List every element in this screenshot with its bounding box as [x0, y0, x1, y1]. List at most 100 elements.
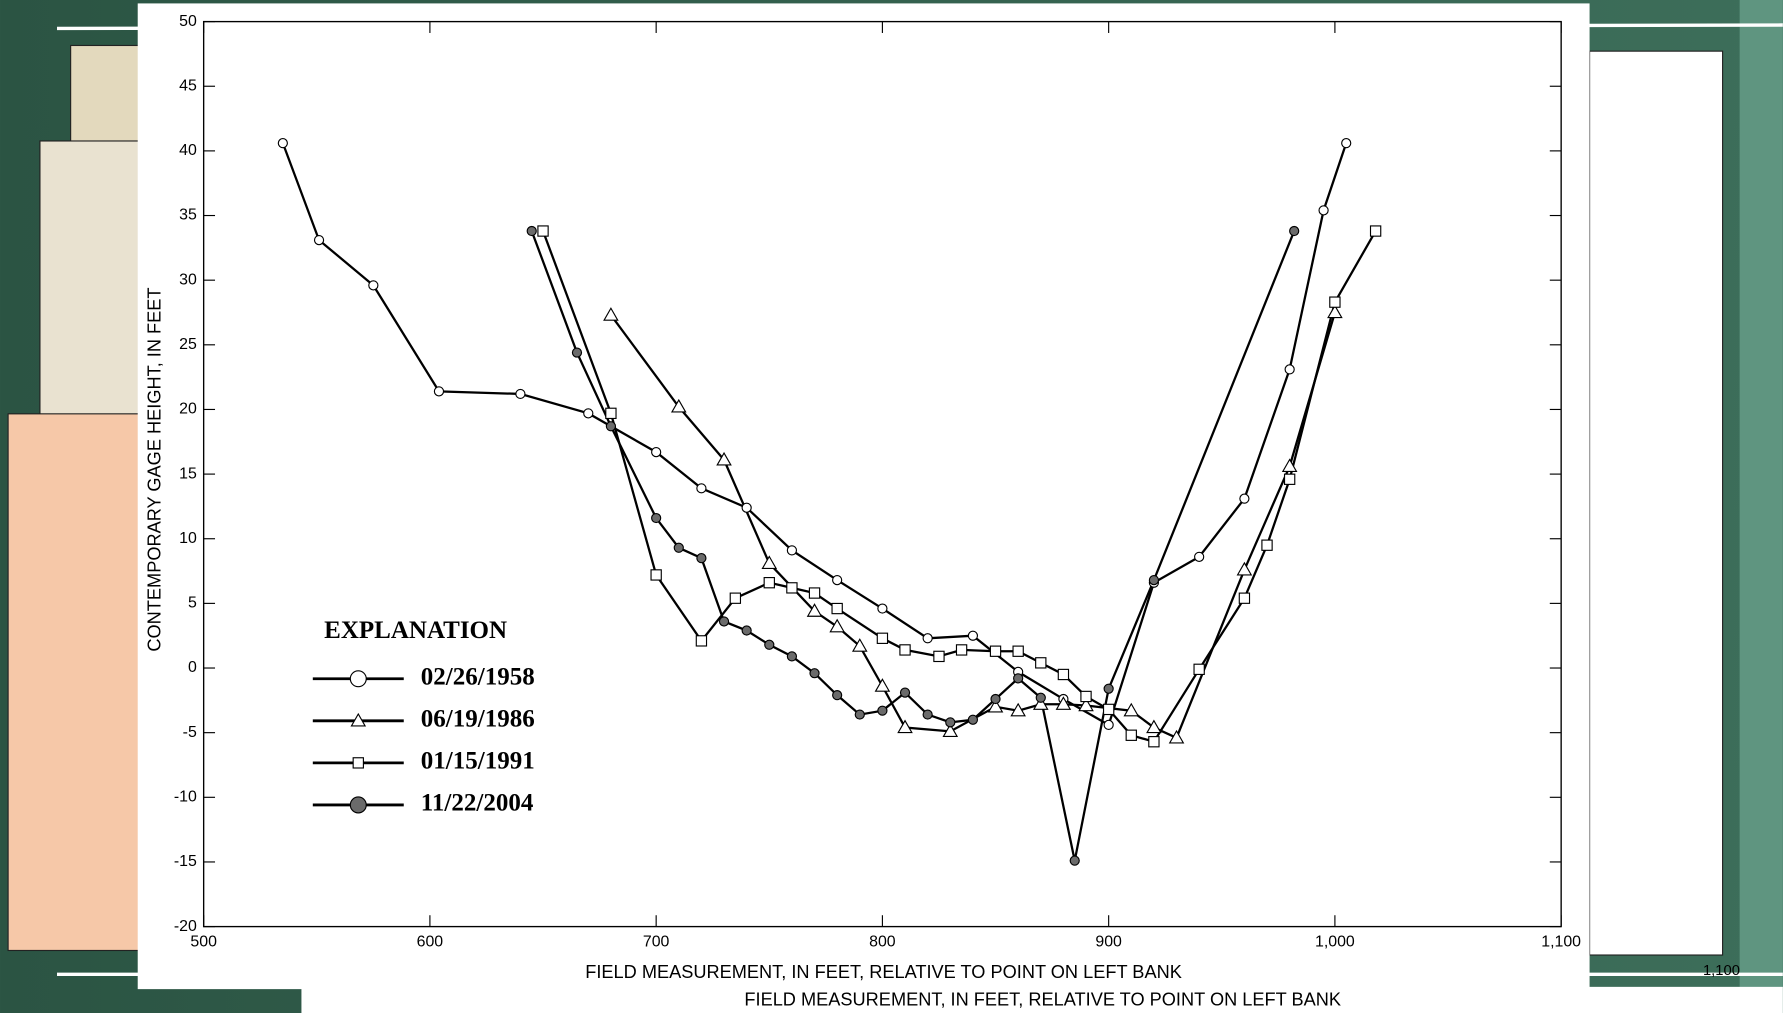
marker — [1193, 663, 1205, 676]
marker — [696, 553, 707, 564]
marker — [650, 569, 662, 581]
marker — [537, 225, 549, 237]
marker — [763, 577, 775, 589]
marker — [1146, 719, 1162, 734]
marker — [933, 650, 945, 663]
marker — [987, 698, 1004, 713]
marker — [1032, 696, 1049, 710]
marker — [1369, 225, 1382, 237]
marker — [786, 582, 798, 594]
legend-label: 02/26/1958 — [421, 663, 535, 690]
marker — [1057, 668, 1070, 681]
y-axis-label: CONTEMPORARY GAGE HEIGHT, IN FEET — [145, 287, 165, 651]
marker — [1168, 729, 1185, 744]
marker — [897, 719, 913, 734]
marker — [808, 587, 821, 599]
marker — [1102, 703, 1115, 716]
y-tick-label: 10 — [179, 530, 197, 547]
marker — [670, 398, 687, 413]
background-right — [1739, 0, 1783, 1013]
marker — [1318, 205, 1329, 216]
marker — [851, 638, 868, 652]
legend-label: 01/15/1991 — [421, 748, 535, 775]
marker — [809, 668, 820, 679]
x-tick-label: 700 — [643, 934, 670, 951]
marker — [1012, 645, 1024, 657]
marker — [716, 451, 732, 466]
y-tick-label: 50 — [179, 13, 197, 30]
marker — [515, 388, 526, 400]
marker — [1283, 473, 1296, 485]
document-thumb — [7, 413, 151, 952]
marker — [1013, 673, 1024, 684]
marker — [786, 545, 798, 556]
x-axis-label: FIELD MEASUREMENT, IN FEET, RELATIVE TO … — [585, 962, 1182, 982]
y-tick-label: 0 — [188, 659, 197, 676]
document-thumb — [70, 44, 151, 149]
marker — [729, 592, 742, 604]
marker — [673, 542, 684, 553]
marker — [1078, 697, 1094, 712]
marker — [806, 603, 823, 617]
marker — [1261, 539, 1273, 551]
y-tick-label: -15 — [174, 853, 197, 870]
marker — [876, 632, 889, 644]
background-strip — [301, 986, 1783, 1013]
marker — [989, 645, 1002, 657]
marker — [899, 687, 911, 698]
x-tick-label: 800 — [869, 934, 896, 951]
marker — [761, 555, 778, 569]
marker — [1289, 225, 1300, 237]
y-tick-label: -10 — [174, 789, 197, 806]
marker — [854, 709, 865, 720]
marker — [922, 633, 933, 644]
marker — [1055, 696, 1072, 710]
marker — [829, 618, 845, 633]
x-tick-label: 1,000 — [1315, 934, 1355, 951]
marker — [1284, 364, 1295, 375]
marker — [945, 717, 956, 728]
marker — [877, 603, 888, 614]
marker — [1236, 561, 1253, 576]
y-tick-label: 15 — [179, 465, 197, 482]
marker — [603, 307, 619, 321]
marker — [1238, 592, 1251, 604]
y-tick-label: -5 — [183, 724, 197, 741]
background-chart — [1589, 50, 1724, 956]
marker — [583, 408, 594, 419]
marker — [651, 512, 662, 524]
marker — [967, 630, 979, 641]
marker — [922, 709, 933, 720]
marker — [526, 225, 537, 237]
marker — [764, 639, 775, 650]
marker — [1148, 574, 1160, 586]
marker — [696, 483, 707, 494]
marker — [1327, 304, 1343, 319]
marker — [741, 625, 752, 636]
marker — [990, 693, 1001, 705]
marker — [1035, 657, 1047, 669]
marker — [1103, 683, 1114, 694]
marker — [1125, 729, 1137, 741]
y-tick-label: 30 — [179, 271, 197, 288]
marker — [1281, 458, 1298, 473]
marker — [368, 280, 379, 291]
marker — [1341, 138, 1352, 149]
marker — [786, 651, 798, 662]
legend-marker — [349, 670, 367, 688]
marker — [605, 407, 617, 420]
y-tick-label: 35 — [179, 207, 197, 224]
marker — [741, 502, 752, 513]
x-tick-label: 500 — [190, 934, 217, 951]
marker — [955, 644, 968, 656]
marker — [1123, 702, 1140, 717]
y-tick-label: 25 — [179, 336, 197, 353]
marker — [571, 347, 583, 358]
marker — [1194, 551, 1205, 562]
marker — [1329, 296, 1341, 308]
marker — [695, 635, 708, 647]
y-tick-label: 20 — [179, 401, 197, 418]
marker — [1148, 736, 1160, 748]
marker — [1035, 692, 1046, 703]
